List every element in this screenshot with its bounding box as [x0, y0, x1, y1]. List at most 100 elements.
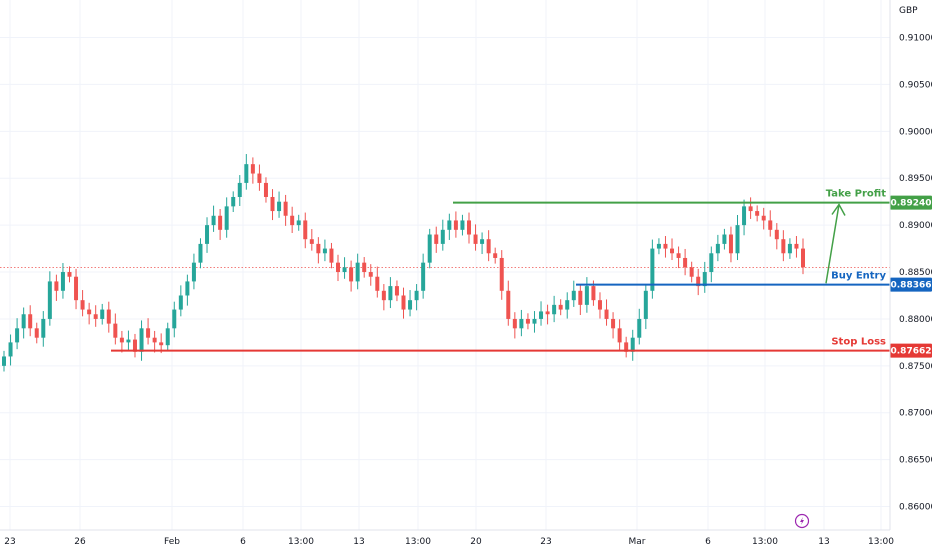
candle-body: [87, 309, 92, 315]
price-tag-text: 0.88366: [891, 281, 932, 291]
candle-body: [656, 243, 661, 249]
candle-body: [552, 304, 557, 315]
candle-body: [584, 286, 589, 305]
target-arrow: [825, 204, 840, 284]
candle-body: [172, 309, 177, 329]
candle-body: [486, 239, 491, 254]
candle-body: [670, 248, 675, 254]
candle-body: [277, 201, 282, 212]
candle-body: [787, 243, 792, 254]
levels: Take Profit 0.89240 Buy Entry 0.88366 Stop L…: [111, 189, 932, 358]
candle-body: [728, 234, 733, 254]
x-axis: 23 26 Feb 6 13:00 13 13:00 20 23 Mar 6 13:00 13 13:00: [0, 529, 894, 547]
candle-body: [80, 300, 85, 310]
candle-body: [329, 248, 334, 263]
candle-body: [152, 337, 157, 343]
candle-body: [453, 220, 458, 230]
candle-body: [466, 220, 471, 235]
price-tag-text: 0.89240: [891, 199, 932, 209]
candle-body: [191, 262, 196, 282]
candle-body: [132, 339, 137, 352]
candle-body: [178, 295, 183, 310]
candle-body: [270, 196, 275, 212]
candle-body: [689, 267, 694, 277]
candle-body: [715, 243, 720, 254]
price-tag: [890, 343, 932, 358]
candle-body: [781, 239, 786, 254]
x-tick-label: 13:00: [752, 537, 778, 547]
lightning-icon[interactable]: [794, 513, 810, 529]
candle-body: [205, 225, 210, 244]
candle-body: [722, 234, 727, 244]
candles: [2, 154, 805, 372]
candle-body: [421, 262, 426, 291]
candle-body: [434, 234, 439, 244]
candle-body: [146, 328, 151, 338]
candle-body: [696, 276, 701, 287]
candle-body: [28, 314, 33, 329]
level-label: Take Profit: [826, 189, 886, 200]
candle-body: [185, 281, 190, 296]
candle-body: [322, 248, 327, 254]
candle-body: [60, 272, 65, 291]
candle-body: [93, 314, 98, 319]
candle-body: [748, 206, 753, 212]
candle-body: [755, 211, 760, 216]
candle-body: [499, 257, 504, 291]
candle-body: [480, 239, 485, 244]
price-tag: [890, 195, 932, 210]
x-tick-label: 23: [540, 537, 551, 547]
candle-body: [761, 215, 766, 221]
candle-body: [637, 318, 642, 338]
candle-body: [539, 311, 544, 319]
candle-body: [316, 243, 321, 254]
candle-body: [263, 182, 268, 197]
candle-body: [650, 248, 655, 291]
candle-body: [21, 314, 26, 329]
candle-body: [663, 243, 668, 249]
candle-body: [41, 318, 46, 338]
x-tick-label: 6: [705, 537, 711, 547]
x-tick-label: 20: [470, 537, 482, 547]
candle-body: [119, 337, 124, 343]
candle-body: [597, 300, 602, 310]
candle-body: [401, 295, 406, 310]
x-tick-label: Mar: [629, 537, 646, 547]
candle-body: [643, 290, 648, 319]
candle-body: [283, 201, 288, 216]
candle-body: [768, 220, 773, 230]
candle-body: [290, 215, 295, 226]
x-tick-label: Feb: [164, 537, 180, 547]
candle-body: [683, 257, 688, 268]
candle-body: [493, 253, 498, 258]
candle-body: [624, 342, 629, 352]
candle-body: [349, 267, 354, 282]
candle-body: [303, 220, 308, 240]
candle-body: [676, 253, 681, 258]
candle-body: [139, 328, 144, 352]
candle-body: [473, 234, 478, 244]
candle-body: [74, 276, 79, 301]
y-tick-label: 0.86000: [899, 503, 932, 513]
candle-body: [198, 243, 203, 263]
candle-body: [388, 286, 393, 301]
candle-body: [375, 276, 380, 291]
x-tick-label: 13:00: [405, 537, 431, 547]
candle-body: [336, 262, 341, 273]
candle-body: [630, 337, 635, 352]
candle-body: [591, 286, 596, 301]
candle-body: [368, 272, 373, 277]
candle-body: [565, 300, 570, 310]
candle-body: [224, 206, 229, 230]
candle-body: [394, 286, 399, 296]
candle-body: [512, 318, 517, 329]
